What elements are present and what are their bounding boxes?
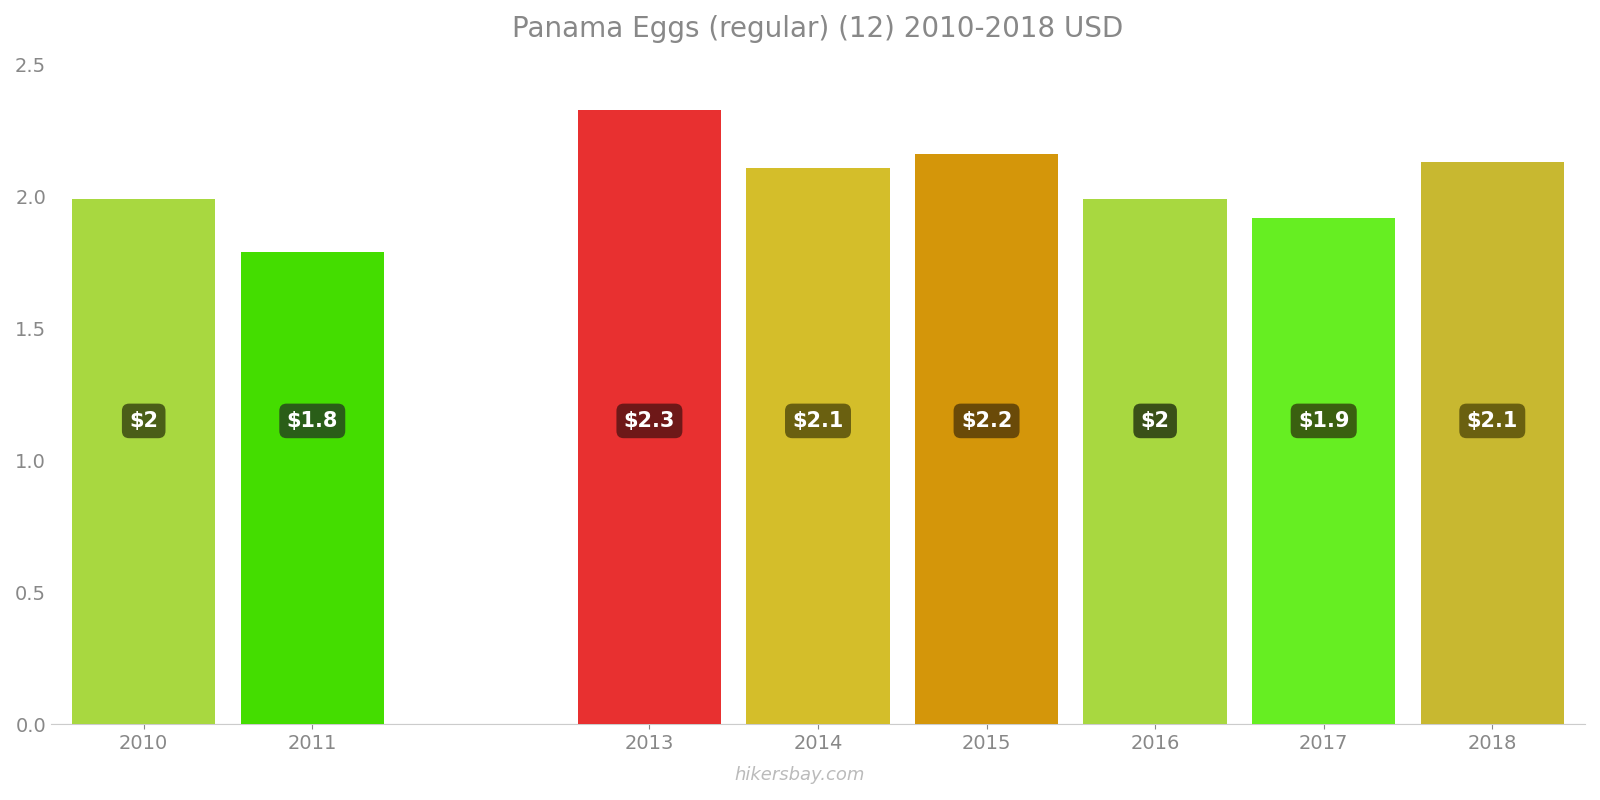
Text: $2: $2	[1141, 411, 1170, 431]
Text: $2: $2	[130, 411, 158, 431]
Text: $1.9: $1.9	[1298, 411, 1349, 431]
Bar	[240, 252, 384, 724]
Text: $1.8: $1.8	[286, 411, 338, 431]
Bar	[72, 199, 216, 724]
Bar	[1253, 218, 1395, 724]
Title: Panama Eggs (regular) (12) 2010-2018 USD: Panama Eggs (regular) (12) 2010-2018 USD	[512, 15, 1123, 43]
Text: $2.1: $2.1	[792, 411, 843, 431]
Text: $2.3: $2.3	[624, 411, 675, 431]
Bar	[746, 168, 890, 724]
Bar	[1083, 199, 1227, 724]
Text: hikersbay.com: hikersbay.com	[734, 766, 866, 784]
Text: $2.2: $2.2	[962, 411, 1013, 431]
Bar	[578, 110, 722, 724]
Bar	[915, 154, 1058, 724]
Bar	[1421, 162, 1563, 724]
Text: $2.1: $2.1	[1467, 411, 1518, 431]
